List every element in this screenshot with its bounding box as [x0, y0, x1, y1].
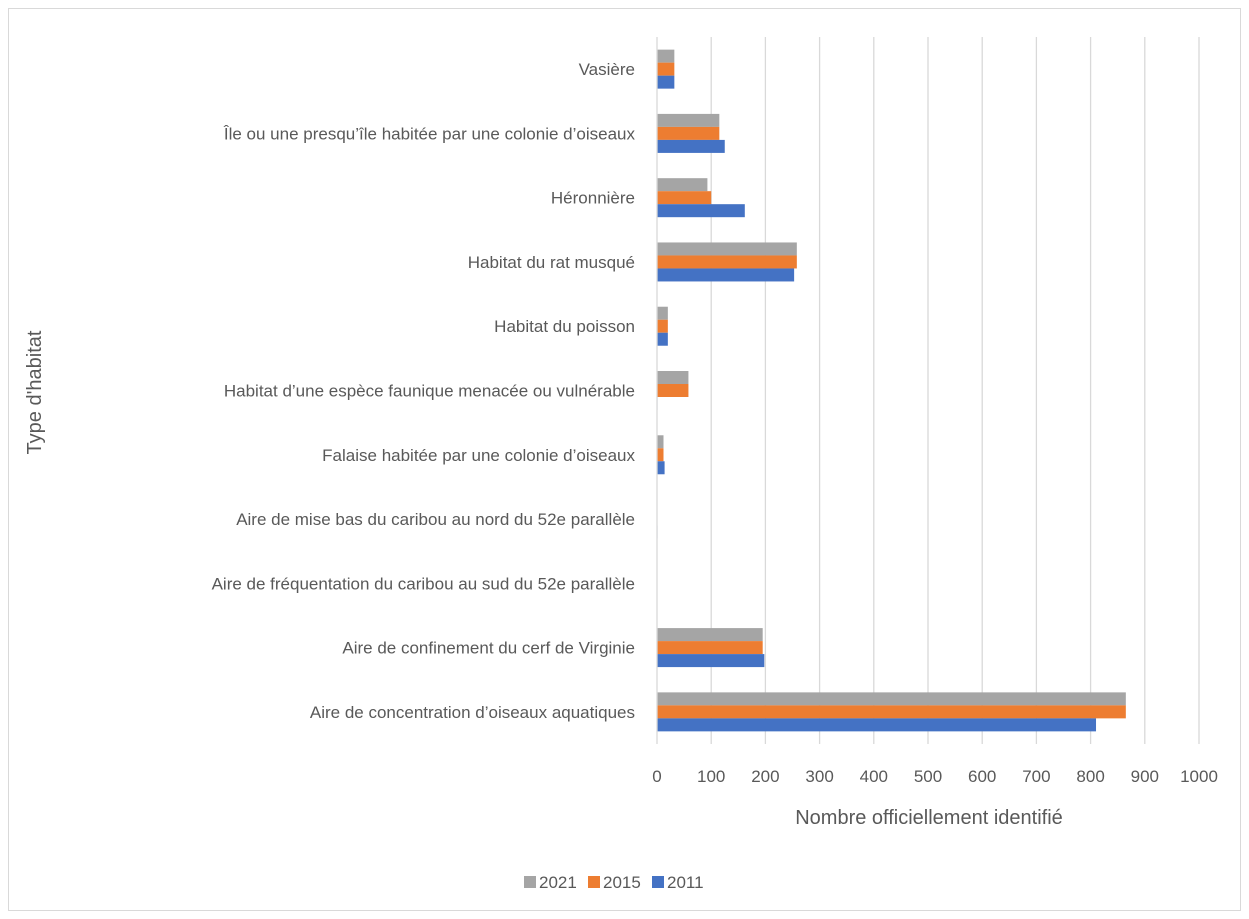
bar-2021 [657, 306, 668, 320]
chart-frame [8, 8, 1241, 911]
bar-2011 [657, 75, 675, 89]
bar-2021 [657, 371, 689, 384]
category-label: Aire de concentration d’oiseaux aquatiqu… [310, 703, 635, 722]
category-label: Aire de mise bas du caribou au nord du 5… [236, 510, 635, 529]
bar-2021 [657, 628, 763, 642]
bar-2021 [657, 435, 664, 449]
bar-2015 [657, 319, 668, 333]
bar-2015 [657, 641, 763, 655]
category-label: Aire de confinement du cerf de Virginie [342, 639, 635, 658]
category-label: Habitat du poisson [494, 317, 635, 336]
category-label: Falaise habitée par une colonie d’oiseau… [322, 446, 635, 465]
legend-swatch-2015 [588, 876, 600, 888]
x-tick-label: 100 [697, 767, 725, 786]
x-tick-label: 700 [1022, 767, 1050, 786]
x-tick-label: 900 [1131, 767, 1159, 786]
category-label: Habitat d’une espèce faunique menacée ou… [224, 382, 635, 401]
x-tick-label: 200 [751, 767, 779, 786]
bar-2011 [657, 268, 795, 282]
bars [657, 49, 1126, 732]
category-label: Vasière [579, 60, 635, 79]
x-tick-label: 400 [860, 767, 888, 786]
bar-2021 [657, 242, 797, 256]
category-label: Habitat du rat musqué [468, 253, 635, 272]
legend-swatch-2011 [652, 876, 664, 888]
bar-2011 [657, 139, 725, 153]
bar-2011 [657, 654, 765, 668]
x-tick-label: 500 [914, 767, 942, 786]
category-labels: Vasière Île ou une presqu’île habitée par… [212, 60, 636, 722]
bar-2021 [657, 692, 1126, 706]
x-tick-label: 300 [805, 767, 833, 786]
bar-2021 [657, 178, 708, 192]
y-axis-title: Type d'habitat [24, 330, 46, 454]
category-label: Héronnière [551, 189, 635, 208]
bar-2015 [657, 126, 720, 140]
legend-label-2015: 2015 [603, 873, 641, 892]
x-tick-label: 600 [968, 767, 996, 786]
legend-label-2021: 2021 [539, 873, 577, 892]
x-tick-labels: 0 100 200 300 400 500 600 700 800 900 1000 [652, 767, 1218, 786]
x-tick-label: 1000 [1180, 767, 1218, 786]
x-axis-title: Nombre officiellement identifié [795, 807, 1063, 829]
bar-2015 [657, 255, 797, 269]
bar-2021 [657, 49, 675, 63]
legend-swatch-2021 [524, 876, 536, 888]
bar-2015 [657, 191, 712, 205]
bar-2011 [657, 204, 745, 218]
bar-2011 [657, 718, 1097, 732]
bar-2015 [657, 448, 664, 462]
bar-2015 [657, 62, 675, 76]
category-label: Île ou une presqu’île habitée par une co… [223, 124, 636, 143]
legend-label-2011: 2011 [667, 873, 704, 892]
bar-2015 [657, 384, 689, 397]
bar-2021 [657, 113, 720, 127]
gridlines [710, 37, 1200, 744]
x-tick-label: 0 [652, 767, 661, 786]
category-label: Aire de fréquentation du caribou au sud … [212, 574, 635, 593]
x-tick-label: 800 [1076, 767, 1104, 786]
bar-2011 [657, 461, 665, 475]
legend: 2021 2015 2011 [524, 873, 704, 892]
bar-2011 [657, 332, 668, 346]
bar-2015 [657, 705, 1126, 719]
